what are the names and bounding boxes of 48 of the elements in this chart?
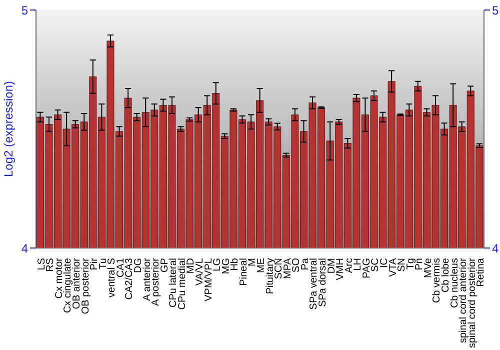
x-tick-label: Cx cingulate bbox=[62, 258, 74, 314]
y2-tick-label: 4 bbox=[492, 241, 499, 256]
x-tick-label: Retina bbox=[476, 258, 487, 287]
x-tick-label: ME bbox=[256, 258, 267, 273]
x-tick-label: LS bbox=[36, 258, 48, 270]
x-tick-label: VMH bbox=[335, 258, 346, 280]
x-tick-label: SO bbox=[291, 258, 302, 272]
y-axis-title: Log2 (expression) bbox=[1, 80, 16, 178]
x-tick-label: ventral S bbox=[106, 258, 118, 298]
x-tick-label: VTA bbox=[388, 258, 399, 277]
y2-tick-label: 5 bbox=[492, 3, 499, 18]
x-tick-label: CA2/CA3 bbox=[124, 258, 136, 300]
x-tick-label: Tu bbox=[98, 258, 109, 270]
x-tick-label: Arc bbox=[344, 258, 355, 273]
x-tick-label: IC bbox=[378, 258, 390, 268]
x-tick-label: SN bbox=[396, 258, 408, 272]
x-tick-label: PAG bbox=[361, 258, 372, 278]
x-tick-label: M bbox=[247, 258, 258, 266]
x-tick-label: Cb nucleus bbox=[449, 258, 460, 308]
x-tick-label: DG bbox=[133, 258, 144, 273]
x-tick-label: spinal cord anterior bbox=[458, 257, 470, 344]
x-tick-label: Pituitary bbox=[264, 258, 276, 294]
x-tick-label: Pa bbox=[300, 258, 311, 270]
x-tick-label: spinal cord posterior bbox=[466, 257, 478, 348]
x-tick-label: Cx motor bbox=[54, 257, 65, 299]
x-tick-label: Tg bbox=[405, 258, 416, 270]
x-tick-label: CPu medial bbox=[176, 258, 188, 310]
x-tick-label: MVe bbox=[422, 258, 434, 278]
x-tick-label: Cb lobe bbox=[440, 258, 452, 292]
x-tick-label: SCN bbox=[274, 258, 285, 280]
x-tick-label: GP bbox=[159, 258, 170, 272]
x-tick-label: Pineal bbox=[238, 258, 250, 286]
x-tick-label: CA1 bbox=[115, 258, 126, 278]
x-tick-label: LH bbox=[352, 258, 364, 271]
x-tick-label: DM bbox=[326, 258, 338, 274]
x-tick-label: RS bbox=[45, 258, 56, 272]
x-tick-label: Hb bbox=[230, 258, 241, 271]
x-tick-label: Pn bbox=[414, 258, 426, 270]
x-tick-label: VPM/VPL bbox=[203, 258, 214, 302]
x-tick-label: A posterior bbox=[150, 257, 162, 306]
x-tick-label: Pir bbox=[89, 257, 100, 270]
x-tick-label: MPA bbox=[282, 258, 294, 279]
x-tick-label: SPa dorsal bbox=[317, 258, 328, 307]
x-tick-label: LG bbox=[212, 258, 224, 272]
x-tick-label: OB anterior bbox=[72, 257, 83, 310]
x-tick-label: OB posterior bbox=[80, 257, 92, 314]
x-tick-label: SC bbox=[370, 258, 382, 272]
x-tick-label: A anterior bbox=[142, 257, 153, 301]
